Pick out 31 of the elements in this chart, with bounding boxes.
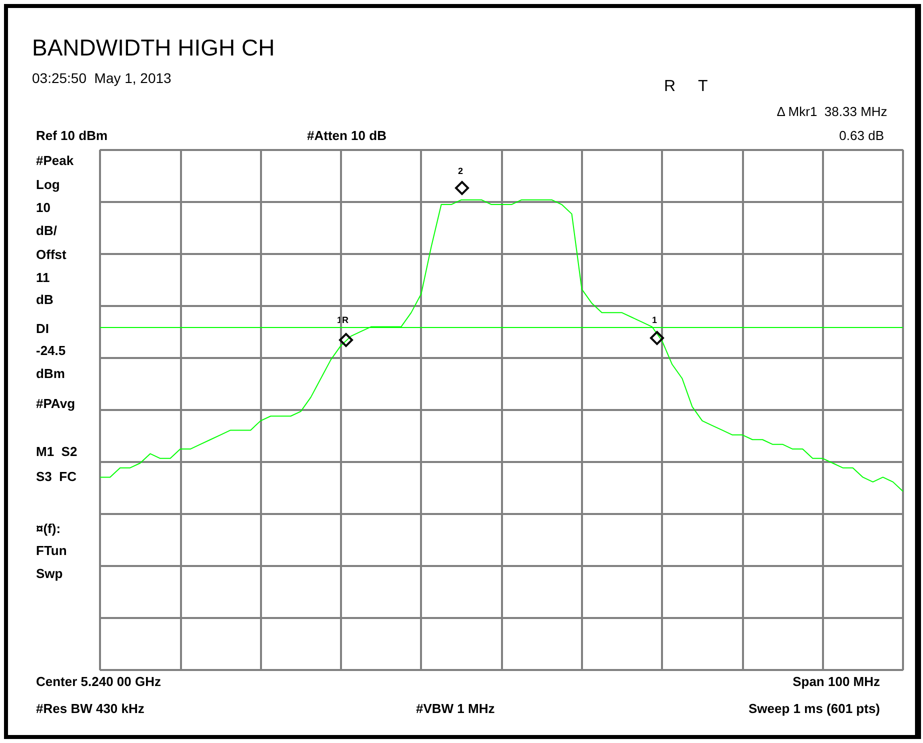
text: 0.63 dB [839,128,884,144]
text: #PAvg [36,396,76,412]
text: dB [36,292,54,308]
text: Span 100 MHz [792,674,880,690]
text: Swp [36,566,63,582]
text: FTun [36,543,67,558]
text: Center 5.240 00 GHz [36,674,162,690]
text: Δ Mkr1 38.33 MHz [776,104,888,120]
text: DI [36,321,49,336]
text: #Atten 10 dB [307,128,386,144]
annotation: 1 [652,315,658,326]
text: 2 [458,166,464,176]
text: Ref 10 dBm [36,128,108,144]
text: #Res BW 430 kHz [36,701,145,716]
text: #VBW 1 MHz [416,701,496,716]
text: dBm [36,366,65,382]
text: #Peak [36,153,74,168]
text: T [698,78,708,95]
chart-title: BANDWIDTH HIGH CH [32,34,275,60]
text: 10 [36,200,50,216]
text: M1 S2 [36,444,78,460]
text: 11 [36,270,50,286]
text: Offst [36,247,67,262]
text: Log [36,177,60,192]
text: dB/ [36,223,58,238]
text: Sweep 1 ms (601 pts) [748,701,880,716]
text: ¤(f): [36,521,61,536]
text: -24.5 [36,343,66,358]
chart-subtitle: 03:25:50 May 1, 2013 [32,70,172,86]
text: R [664,78,676,95]
text: S3 FC [36,469,78,484]
